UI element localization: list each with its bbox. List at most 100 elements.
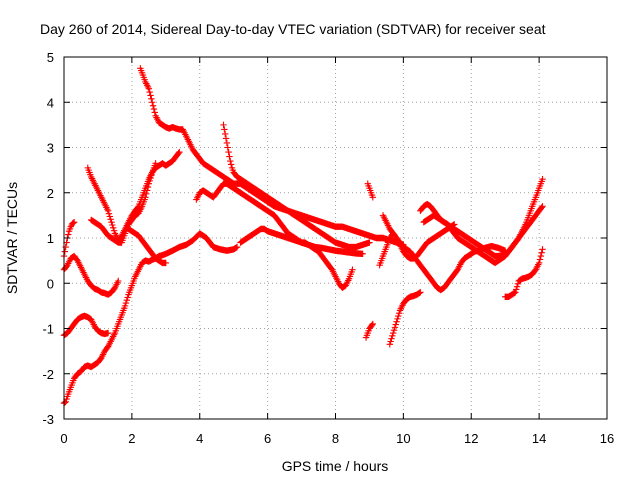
data-point: [389, 332, 396, 340]
data-point: [149, 99, 156, 106]
x-tick-label: 8: [332, 431, 339, 446]
data-point: [175, 149, 182, 157]
y-tick-label: 5: [47, 50, 54, 65]
data-point: [115, 277, 122, 285]
x-tick-label: 6: [264, 431, 271, 446]
data-point: [104, 329, 112, 337]
data-series-12: [362, 320, 377, 341]
data-series-4: [60, 218, 78, 260]
data-point: [387, 338, 394, 345]
data-point: [108, 218, 115, 226]
data-series-19: [501, 246, 546, 301]
data-point: [513, 286, 520, 293]
data-point: [395, 312, 402, 320]
y-tick-label: 4: [47, 95, 54, 110]
data-series-16: [379, 212, 509, 294]
data-point: [142, 194, 149, 201]
data-point: [538, 204, 545, 211]
x-tick-label: 4: [196, 431, 203, 446]
data-point: [394, 315, 401, 323]
data-point: [61, 399, 69, 406]
data-point: [152, 160, 159, 167]
data-series-6: [87, 160, 159, 246]
data-point: [368, 321, 376, 329]
data-point: [147, 92, 154, 99]
data-point: [513, 283, 521, 290]
chart-title: Day 260 of 2014, Sidereal Day-to-day VTE…: [40, 21, 546, 37]
data-point: [369, 320, 377, 328]
data-point: [538, 249, 545, 256]
data-point: [221, 126, 228, 133]
data-point: [143, 187, 151, 194]
x-tick-label: 12: [464, 431, 478, 446]
data-point: [147, 174, 154, 182]
data-point: [176, 148, 183, 156]
data-point: [416, 289, 423, 297]
y-tick-label: -1: [42, 322, 54, 337]
data-points: [60, 65, 546, 407]
data-point: [105, 210, 113, 217]
data-point: [225, 148, 232, 156]
grid-lines: [64, 57, 607, 419]
x-axis-label: GPS time / hours: [282, 458, 389, 474]
data-point: [359, 250, 366, 258]
data-point: [122, 299, 130, 307]
data-point: [226, 153, 233, 160]
data-point: [110, 224, 117, 232]
data-point: [386, 341, 393, 348]
data-point: [390, 326, 398, 334]
data-point: [70, 218, 78, 226]
data-point: [535, 259, 543, 267]
data-series-11: [237, 225, 366, 258]
data-point: [123, 297, 130, 304]
data-point: [514, 280, 522, 288]
y-tick-label: 3: [47, 141, 54, 156]
data-point: [539, 175, 546, 183]
data-point: [149, 102, 157, 109]
y-tick-label: 2: [47, 186, 54, 201]
data-point: [143, 190, 150, 198]
y-tick-label: -3: [42, 412, 54, 427]
data-point: [148, 95, 155, 103]
x-tick-label: 14: [532, 431, 546, 446]
x-tick-label: 16: [600, 431, 614, 446]
data-point: [536, 256, 544, 263]
y-tick-label: 1: [47, 231, 54, 246]
data-series-13: [364, 180, 377, 201]
data-series-3: [60, 252, 122, 298]
y-tick-label: -2: [42, 367, 54, 382]
data-series-8: [137, 65, 407, 248]
data-point: [121, 302, 129, 310]
data-point: [220, 121, 227, 129]
y-axis-ticks: -3 -2 -1 0 1 2 3 4 5: [42, 50, 607, 427]
data-point: [151, 109, 158, 116]
data-point: [395, 310, 403, 317]
data-point: [391, 324, 399, 331]
data-point: [107, 216, 114, 223]
data-point: [222, 130, 229, 138]
data-point: [539, 246, 546, 253]
data-point: [233, 243, 241, 251]
data-point: [227, 161, 235, 168]
x-axis-ticks: 0 2 4 6 8 10 12 14 16: [60, 57, 614, 446]
data-point: [62, 243, 69, 251]
data-point: [392, 321, 399, 328]
data-point: [222, 135, 230, 142]
data-point: [65, 231, 72, 238]
data-point: [104, 207, 112, 215]
data-point: [162, 259, 170, 267]
data-point: [512, 289, 519, 296]
x-tick-label: 0: [60, 431, 67, 446]
data-point: [393, 318, 400, 325]
data-point: [110, 227, 118, 234]
data-point: [148, 172, 155, 179]
data-series-1: [60, 230, 241, 407]
data-point: [61, 248, 69, 255]
data-point: [537, 252, 545, 260]
data-point: [388, 335, 395, 342]
data-series-9: [220, 121, 373, 251]
data-series-2: [60, 312, 112, 339]
data-point: [349, 266, 356, 273]
x-tick-label: 10: [396, 431, 410, 446]
data-series-15: [386, 289, 424, 348]
